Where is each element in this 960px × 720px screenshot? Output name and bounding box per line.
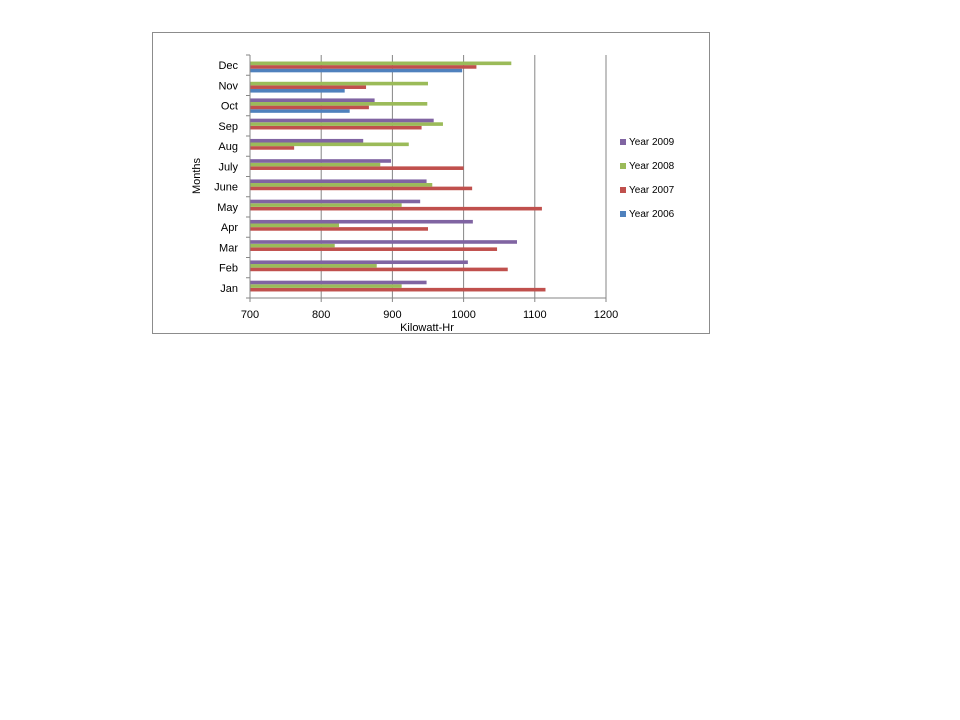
bar-year-2007-feb xyxy=(250,267,508,272)
bar-year-2008-mar xyxy=(250,243,335,248)
legend-label: Year 2007 xyxy=(629,185,675,196)
x-tick-label: 1000 xyxy=(451,309,475,321)
y-axis-title: Months xyxy=(191,157,203,194)
bar-year-2007-aug xyxy=(250,146,295,150)
bar-year-2007-june xyxy=(250,186,473,191)
y-tick-label: Feb xyxy=(219,263,238,275)
bars xyxy=(250,61,546,292)
bar-year-2009-feb xyxy=(250,260,468,265)
bar-year-2009-sep xyxy=(250,118,434,123)
bar-year-2009-jan xyxy=(250,280,427,285)
chart-area: 700 800 900 1000 1100 1200 Jan Feb Mar Apr May June… xyxy=(152,32,710,334)
legend-swatch xyxy=(620,163,626,169)
bar-year-2008-apr xyxy=(250,223,339,228)
bar-year-2007-mar xyxy=(250,247,498,251)
bar-year-2008-may xyxy=(250,203,402,207)
gridlines xyxy=(320,55,607,298)
y-tick-label: Oct xyxy=(221,101,238,113)
bar-year-2008-feb xyxy=(250,264,377,268)
bar-year-2009-aug xyxy=(250,138,364,143)
bar-year-2009-june xyxy=(250,179,427,184)
bar-year-2006-dec xyxy=(250,68,463,73)
x-tick-label: 800 xyxy=(312,309,330,321)
legend-swatch xyxy=(620,187,626,193)
y-tick-label: Sep xyxy=(218,121,238,133)
bar-year-2006-oct xyxy=(250,109,350,113)
axes: 700 800 900 1000 1100 1200 Jan Feb Mar Apr May June… xyxy=(214,54,618,321)
legend: Year 2009 Year 2008 Year 2007 Year 2006 xyxy=(620,137,675,220)
bar-year-2009-apr xyxy=(250,219,473,224)
x-axis-title: Kilowatt-Hr xyxy=(400,322,454,334)
bar-year-2007-dec xyxy=(250,65,477,69)
y-tick-label: Dec xyxy=(218,60,238,72)
x-tick-label: 1200 xyxy=(594,309,618,321)
y-tick-label: Aug xyxy=(218,141,238,153)
bar-year-2008-aug xyxy=(250,142,409,147)
bar-year-2009-july xyxy=(250,159,391,163)
bar-year-2007-nov xyxy=(250,85,367,89)
bar-year-2007-oct xyxy=(250,105,369,110)
legend-label: Year 2006 xyxy=(629,209,675,220)
x-tick-label: 1100 xyxy=(523,309,547,321)
y-tick-label: June xyxy=(214,182,238,194)
y-tick-label: Apr xyxy=(221,222,238,234)
bar-year-2006-nov xyxy=(250,88,345,93)
legend-label: Year 2008 xyxy=(629,161,675,172)
bar-year-2009-may xyxy=(250,199,421,204)
bar-year-2008-july xyxy=(250,162,381,167)
y-tick-label: Nov xyxy=(218,80,238,92)
legend-swatch xyxy=(620,211,626,217)
bar-year-2008-oct xyxy=(250,102,428,106)
y-tick-label: July xyxy=(218,161,238,173)
bar-year-2009-oct xyxy=(250,98,375,103)
bar-year-2009-mar xyxy=(250,240,517,244)
bar-year-2007-sep xyxy=(250,125,422,130)
y-tick-label: May xyxy=(217,202,238,214)
y-tick-label: Jan xyxy=(220,283,238,295)
bar-year-2008-nov xyxy=(250,81,428,86)
bar-year-2007-jan xyxy=(250,287,546,292)
bar-year-2008-dec xyxy=(250,61,512,66)
legend-label: Year 2009 xyxy=(629,137,675,148)
x-tick-label: 700 xyxy=(241,309,259,321)
bar-year-2007-may xyxy=(250,206,542,211)
x-tick-label: 900 xyxy=(383,309,401,321)
legend-swatch xyxy=(620,139,626,145)
bar-year-2008-jan xyxy=(250,284,402,288)
bar-year-2007-july xyxy=(250,166,464,170)
y-tick-label: Mar xyxy=(219,242,238,254)
bar-year-2007-apr xyxy=(250,227,428,231)
bar-chart: 700 800 900 1000 1100 1200 Jan Feb Mar Apr May June… xyxy=(191,54,675,334)
bar-year-2008-june xyxy=(250,183,433,187)
bar-year-2008-sep xyxy=(250,122,443,126)
